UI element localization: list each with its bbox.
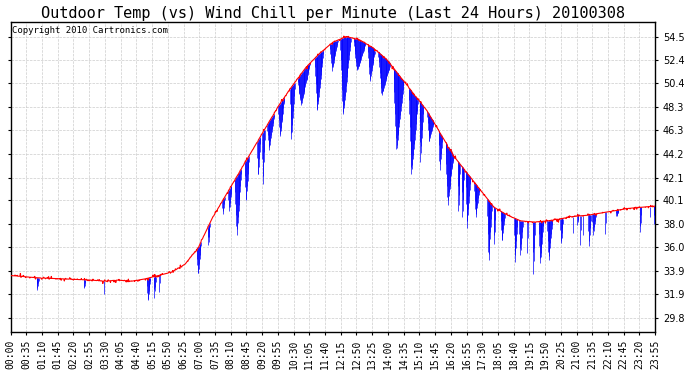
Title: Outdoor Temp (vs) Wind Chill per Minute (Last 24 Hours) 20100308: Outdoor Temp (vs) Wind Chill per Minute … (41, 6, 625, 21)
Text: Copyright 2010 Cartronics.com: Copyright 2010 Cartronics.com (12, 26, 168, 35)
